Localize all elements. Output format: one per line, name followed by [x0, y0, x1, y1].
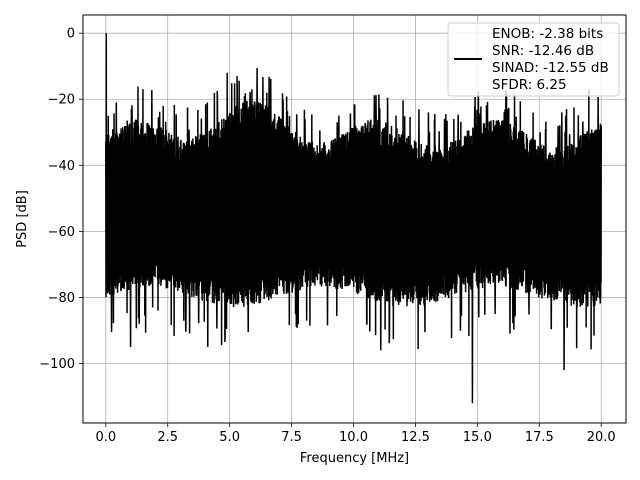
y-axis-label: PSD [dB]	[15, 190, 30, 248]
x-axis-label: Frequency [MHz]	[300, 451, 409, 466]
x-tick-label: 15.0	[463, 430, 492, 445]
x-tick-label: 7.5	[281, 430, 302, 445]
y-axis: 0 −20 −40 −60 −80 −100	[39, 27, 83, 372]
y-tick-label: 0	[67, 27, 75, 42]
y-tick-label: −100	[39, 357, 75, 372]
x-tick-label: 17.5	[525, 430, 554, 445]
legend-entry-enob: ENOB: -2.38 bits	[492, 26, 603, 42]
y-tick-label: −80	[48, 291, 75, 306]
x-axis: 0.0 2.5 5.0 7.5 10.0 12.5 15.0 17.5 20.0	[95, 423, 616, 445]
x-tick-label: 5.0	[219, 430, 240, 445]
x-tick-label: 0.0	[95, 430, 116, 445]
y-tick-label: −40	[48, 159, 75, 174]
x-tick-label: 12.5	[401, 430, 430, 445]
legend-box	[447, 22, 620, 97]
legend-entry-sinad: SINAD: -12.55 dB	[492, 60, 609, 76]
x-tick-label: 10.0	[339, 430, 368, 445]
psd-series	[105, 33, 602, 404]
y-tick-label: −20	[48, 93, 75, 108]
y-tick-label: −60	[48, 225, 75, 240]
legend-entry-sfdr: SFDR: 6.25	[492, 77, 567, 93]
plot-frame	[82, 14, 627, 424]
x-tick-label: 20.0	[587, 430, 616, 445]
legend: ENOB: -2.38 bits SNR: -12.46 dB SINAD: -…	[447, 22, 620, 97]
psd-line	[105, 33, 602, 404]
x-tick-label: 2.5	[157, 430, 178, 445]
legend-entry-snr: SNR: -12.46 dB	[492, 43, 594, 59]
